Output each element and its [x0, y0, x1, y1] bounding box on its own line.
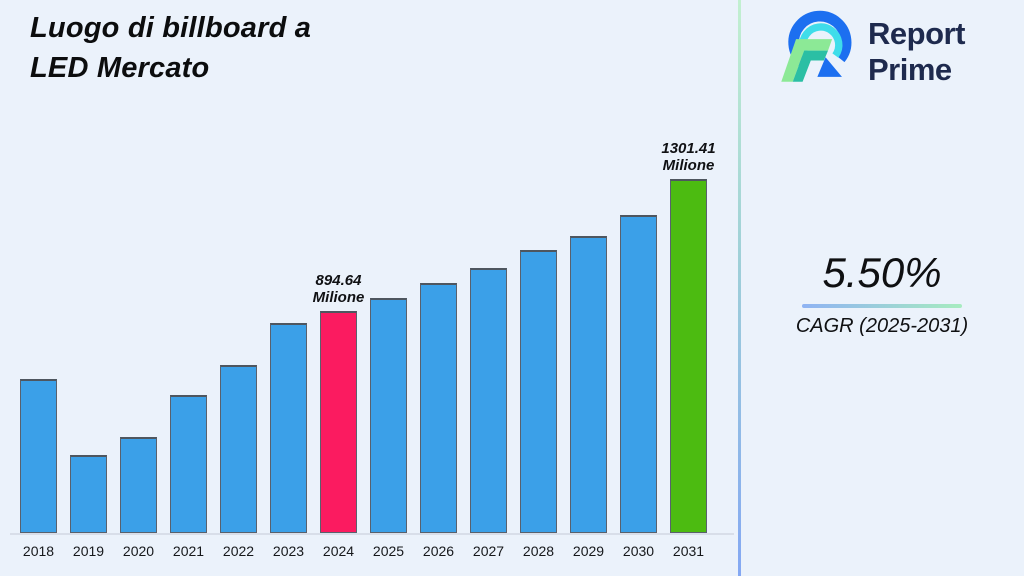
bar-2029 — [570, 236, 607, 533]
x-axis-line — [10, 533, 734, 535]
x-tick-2022: 2022 — [222, 543, 255, 559]
bar-2028 — [520, 250, 557, 533]
bar-2030 — [620, 215, 657, 533]
bar-2024 — [320, 311, 357, 533]
x-tick-2023: 2023 — [272, 543, 305, 559]
x-tick-2020: 2020 — [122, 543, 155, 559]
x-tick-2025: 2025 — [372, 543, 405, 559]
data-label-2024: 894.64 Milione — [312, 272, 365, 306]
divider-line — [738, 0, 741, 576]
x-tick-2019: 2019 — [72, 543, 105, 559]
cagr-value: 5.50% — [822, 249, 942, 296]
cagr-underline — [802, 304, 962, 308]
logo: Report Prime — [778, 8, 965, 90]
bar-2019 — [70, 455, 107, 533]
bar-2020 — [120, 437, 157, 533]
bar-2031 — [670, 179, 707, 533]
x-tick-2024: 2024 — [322, 543, 355, 559]
cagr-panel: 5.50% CAGR (2025-2031) — [740, 250, 1024, 338]
logo-text-report: Report — [868, 16, 965, 51]
x-tick-2018: 2018 — [22, 543, 55, 559]
cagr-label: CAGR (2025-2031) — [795, 315, 969, 337]
x-tick-2027: 2027 — [472, 543, 505, 559]
bar-2025 — [370, 298, 407, 533]
bar-2018 — [20, 379, 57, 533]
x-tick-2030: 2030 — [622, 543, 655, 559]
x-tick-2021: 2021 — [172, 543, 205, 559]
x-tick-2026: 2026 — [422, 543, 455, 559]
bar-2021 — [170, 395, 207, 533]
page-title: Luogo di billboard a LED Mercato — [30, 12, 312, 84]
bar-2027 — [470, 268, 507, 533]
bar-2023 — [270, 323, 307, 533]
bar-2026 — [420, 283, 457, 533]
data-label-2031: 1301.41 Milione — [661, 140, 716, 174]
logo-text-prime: Prime — [868, 52, 952, 87]
bar-2022 — [220, 365, 257, 533]
bar-chart: 2018 2019 2020 2021 2022 2023 2024 894.64 Milio… — [10, 140, 734, 559]
logo-text: Report Prime — [868, 16, 965, 88]
x-tick-2031: 2031 — [672, 543, 705, 559]
x-tick-2028: 2028 — [522, 543, 555, 559]
report-prime-logo-icon — [781, 10, 852, 82]
x-tick-2029: 2029 — [572, 543, 605, 559]
